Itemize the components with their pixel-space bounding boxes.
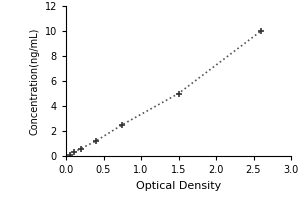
Y-axis label: Concentration(ng/mL): Concentration(ng/mL) <box>29 27 39 135</box>
X-axis label: Optical Density: Optical Density <box>136 181 221 191</box>
